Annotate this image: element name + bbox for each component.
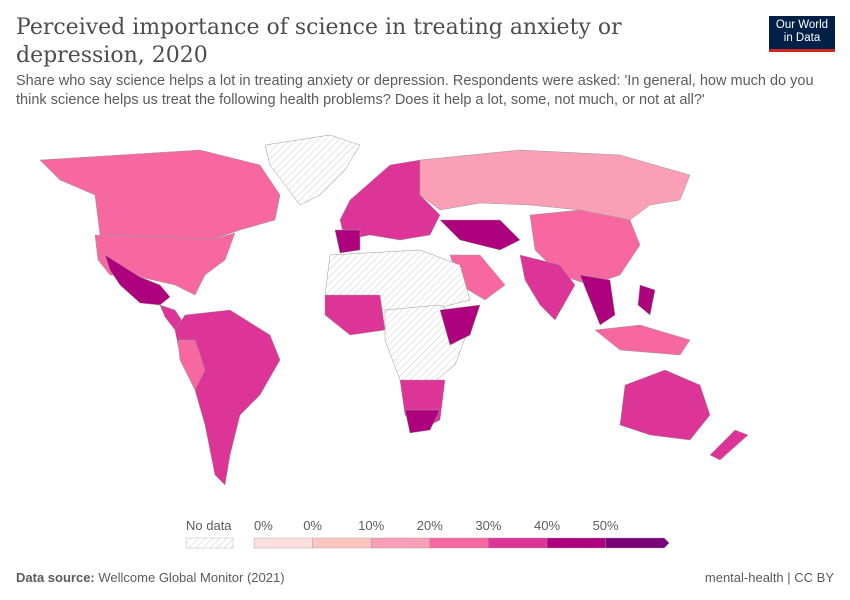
owid-logo[interactable]: Our World in Data <box>769 16 835 52</box>
source-text: Wellcome Global Monitor (2021) <box>98 570 285 585</box>
legend-tick-label: 10% <box>358 518 384 533</box>
legend-bin[interactable] <box>312 537 372 549</box>
chart-title: Perceived importance of science in treat… <box>16 15 622 68</box>
east-africa[interactable] <box>439 304 481 346</box>
south-africa[interactable] <box>404 409 441 434</box>
legend-tick-label: 0% <box>303 518 322 533</box>
new-zealand[interactable] <box>709 429 749 461</box>
russia[interactable] <box>419 149 691 221</box>
data-source: Data source: Wellcome Global Monitor (20… <box>16 570 285 585</box>
legend-tick-label: 30% <box>475 518 501 533</box>
chart-subtitle: Share who say science helps a lot in tre… <box>16 73 814 108</box>
usa[interactable] <box>94 232 236 296</box>
iberia[interactable] <box>334 229 361 254</box>
legend-bin[interactable] <box>605 537 670 549</box>
legend-no-data-swatch <box>185 537 234 549</box>
peru[interactable] <box>177 339 206 391</box>
south-america[interactable] <box>174 309 281 486</box>
legend-tick-label: 20% <box>417 518 443 533</box>
southeast-asia[interactable] <box>579 274 616 326</box>
legend-tick-label: 50% <box>593 518 619 533</box>
legend: No data 0% 0% 10% 20% 30% 40% 50% <box>185 518 670 549</box>
india[interactable] <box>519 254 576 321</box>
legend-tick-label: 40% <box>534 518 560 533</box>
logo-line-1: Our World <box>775 19 829 31</box>
legend-bin[interactable] <box>371 537 431 549</box>
philippines[interactable] <box>637 284 656 316</box>
footer-right[interactable]: mental-health | CC BY <box>704 570 834 585</box>
source-label: Data source: <box>16 570 95 585</box>
canada[interactable] <box>39 149 281 241</box>
greenland[interactable] <box>264 134 361 206</box>
indonesia[interactable] <box>594 324 691 356</box>
legend-bin[interactable] <box>546 537 606 549</box>
legend-bin[interactable] <box>488 537 548 549</box>
legend-bin[interactable] <box>253 537 313 549</box>
middle-east[interactable] <box>439 219 521 251</box>
australia[interactable] <box>619 369 711 441</box>
logo-line-2: in Data <box>783 32 821 44</box>
legend-tick-label: 0% <box>254 518 273 533</box>
west-africa[interactable] <box>324 294 386 336</box>
world-map[interactable] <box>0 125 850 505</box>
legend-no-data-label: No data <box>186 518 232 533</box>
legend-bin[interactable] <box>429 537 489 549</box>
